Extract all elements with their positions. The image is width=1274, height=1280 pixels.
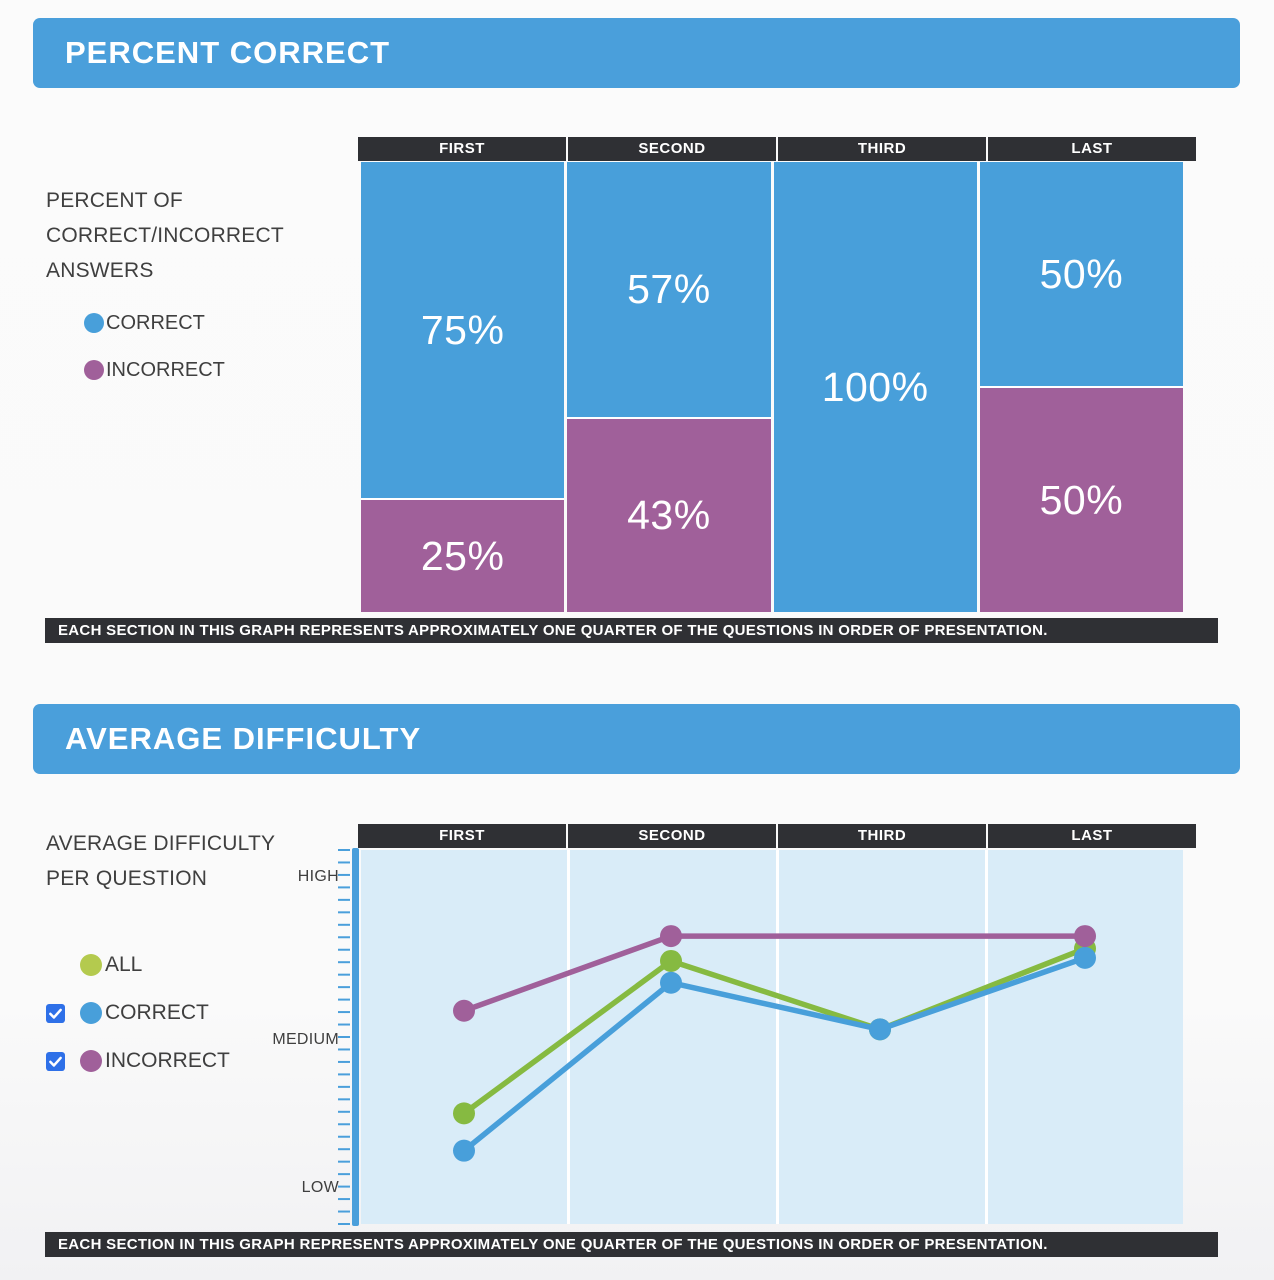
- series-line-all: [462, 945, 1087, 1116]
- checkbox-checked-icon: [46, 1051, 65, 1071]
- series-line-correct: [462, 955, 1086, 1153]
- bar-value-label: 75%: [420, 306, 505, 353]
- legend-label-correct: CORRECT: [106, 311, 205, 334]
- all-dot-icon: [80, 954, 102, 976]
- column-header-third: THIRD: [778, 824, 986, 848]
- data-point-correct: [660, 971, 682, 994]
- bar-segment-correct-second: 57%: [567, 162, 771, 418]
- bar-value-label: 25%: [420, 532, 505, 579]
- column-header-last: LAST: [988, 824, 1196, 848]
- legend-label-all: ALL: [105, 953, 143, 976]
- y-tick-medium: MEDIUM: [272, 1031, 339, 1048]
- legend-item-all: ALL: [46, 952, 296, 978]
- y-axis: [338, 848, 359, 1226]
- y-tick-low: LOW: [301, 1179, 339, 1196]
- y-axis-bar: [352, 848, 359, 1226]
- legend-label-incorrect: INCORRECT: [105, 1049, 230, 1072]
- correct-checkbox[interactable]: [46, 1003, 65, 1023]
- average-difficulty-legend-title: AVERAGE DIFFICULTY PER QUESTION: [46, 832, 275, 890]
- column-header-second: SECOND: [568, 137, 776, 161]
- bar-segment-incorrect-second: 43%: [567, 417, 771, 612]
- data-point-all: [453, 1102, 475, 1125]
- percent-correct-legend-title: PERCENT OF CORRECT/INCORRECT ANSWERS: [46, 189, 284, 282]
- percent-correct-legend-items: CORRECT INCORRECT: [84, 311, 288, 382]
- bar-chart-column-headers: FIRST SECOND THIRD LAST: [358, 137, 1196, 161]
- legend-label-correct: CORRECT: [105, 1001, 209, 1024]
- legend-item-incorrect: INCORRECT: [46, 1048, 296, 1074]
- legend-item-incorrect: INCORRECT: [84, 358, 288, 382]
- bar-value-label: 100%: [821, 363, 929, 410]
- line-chart-column-headers: FIRST SECOND THIRD LAST: [358, 824, 1196, 848]
- stacked-bar-third: 100%: [773, 162, 977, 612]
- bar-value-label: 50%: [1039, 476, 1124, 523]
- percent-correct-legend: PERCENT OF CORRECT/INCORRECT ANSWERS COR…: [46, 183, 288, 382]
- y-tick-high: HIGH: [297, 868, 339, 885]
- column-header-third: THIRD: [778, 137, 986, 161]
- bar-segment-incorrect-first: 25%: [361, 498, 565, 612]
- bar-chart-footnote: EACH SECTION IN THIS GRAPH REPRESENTS AP…: [45, 618, 1218, 643]
- legend-label-incorrect: INCORRECT: [106, 358, 225, 381]
- stacked-bar-last: 50% 50%: [979, 162, 1183, 612]
- bar-segment-correct-third: 100%: [773, 162, 977, 612]
- section-divider: [985, 850, 988, 1224]
- checkbox-checked-icon: [46, 1003, 65, 1023]
- bar-value-label: 57%: [627, 266, 711, 313]
- average-difficulty-section-title: AVERAGE DIFFICULTY: [33, 704, 1240, 774]
- data-point-correct: [1074, 946, 1096, 969]
- data-point-all: [660, 949, 682, 972]
- line-chart-plot-area: [361, 850, 1183, 1224]
- data-point-incorrect: [1074, 925, 1096, 948]
- stacked-bar-second: 57% 43%: [567, 162, 771, 612]
- data-point-correct: [869, 1018, 891, 1041]
- legend-item-correct: CORRECT: [84, 311, 288, 335]
- stacked-bar-first: 75% 25%: [361, 162, 565, 612]
- data-point-correct: [453, 1139, 475, 1162]
- bar-value-label: 43%: [627, 492, 711, 539]
- bar-segment-correct-first: 75%: [361, 162, 565, 498]
- series-line-incorrect: [463, 933, 1085, 1014]
- line-chart-footnote: EACH SECTION IN THIS GRAPH REPRESENTS AP…: [45, 1232, 1218, 1257]
- column-header-first: FIRST: [358, 137, 566, 161]
- section-divider: [776, 850, 779, 1224]
- correct-dot-icon: [84, 313, 104, 333]
- column-header-last: LAST: [988, 137, 1196, 161]
- percent-correct-section-title: PERCENT CORRECT: [33, 18, 1240, 88]
- average-difficulty-legend: AVERAGE DIFFICULTY PER QUESTION ALL CORRE…: [46, 826, 296, 1074]
- incorrect-dot-icon: [84, 360, 104, 380]
- correct-dot-icon: [80, 1002, 102, 1024]
- line-chart-plot: [453, 850, 1096, 1224]
- bar-segment-incorrect-last: 50%: [979, 386, 1183, 612]
- column-header-second: SECOND: [568, 824, 776, 848]
- stacked-bar-chart: 75% 25% 57% 43% 100% 50% 50%: [361, 162, 1183, 612]
- incorrect-checkbox[interactable]: [46, 1051, 65, 1071]
- incorrect-dot-icon: [80, 1050, 102, 1072]
- data-point-incorrect: [453, 999, 475, 1022]
- data-point-incorrect: [660, 925, 682, 948]
- bar-value-label: 50%: [1039, 250, 1124, 297]
- bar-segment-correct-last: 50%: [979, 162, 1183, 386]
- average-difficulty-legend-items: ALL CORRECT INCORRECT: [46, 952, 296, 1074]
- legend-item-correct: CORRECT: [46, 1000, 296, 1026]
- column-header-first: FIRST: [358, 824, 566, 848]
